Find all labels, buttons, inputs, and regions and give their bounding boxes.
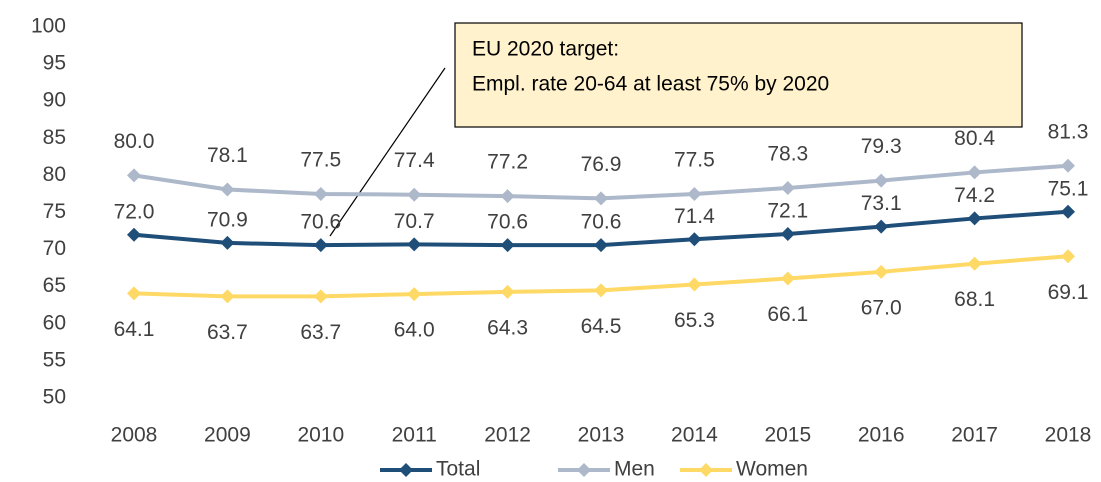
legend-marker: [399, 463, 413, 477]
x-tick-label: 2009: [204, 424, 251, 447]
x-tick-label: 2008: [111, 424, 158, 447]
data-point: [500, 238, 515, 253]
data-label: 64.1: [114, 318, 155, 341]
data-label: 77.5: [674, 148, 715, 171]
y-tick-label: 60: [43, 311, 66, 334]
data-point: [1061, 204, 1075, 219]
data-label: 70.6: [487, 211, 528, 234]
y-tick-label: 75: [43, 200, 66, 223]
data-point: [967, 211, 982, 226]
annotation-pointer: [329, 67, 446, 237]
legend-marker: [577, 463, 591, 477]
y-tick-label: 55: [43, 348, 66, 371]
data-label: 80.4: [954, 127, 995, 150]
data-label: 75.1: [1048, 177, 1089, 200]
legend-label: Women: [736, 458, 808, 481]
data-label: 67.0: [861, 296, 902, 319]
data-point: [407, 237, 422, 252]
data-label: 63.7: [300, 321, 341, 344]
data-point: [874, 219, 889, 234]
x-tick-label: 2018: [1045, 424, 1092, 447]
data-point: [127, 286, 141, 301]
legend-label: Men: [614, 458, 655, 481]
data-label: 70.6: [300, 211, 341, 234]
y-tick-label: 90: [43, 89, 66, 112]
legend-label: Total: [436, 458, 480, 481]
data-label: 72.1: [767, 200, 808, 223]
data-label: 80.0: [114, 130, 155, 153]
data-label: 69.1: [1048, 281, 1089, 304]
data-point: [313, 289, 328, 304]
data-label: 70.7: [394, 210, 435, 233]
data-point: [220, 235, 235, 250]
data-point: [407, 287, 422, 302]
data-label: 70.6: [581, 211, 622, 234]
legend-marker: [699, 463, 713, 477]
data-point: [780, 227, 795, 242]
data-label: 64.0: [394, 319, 435, 342]
data-label: 78.3: [767, 143, 808, 166]
data-label: 71.4: [674, 205, 715, 228]
data-point: [594, 283, 608, 298]
data-point: [500, 189, 515, 204]
data-point: [313, 238, 328, 253]
data-label: 76.9: [581, 153, 622, 176]
data-label: 77.2: [487, 151, 528, 174]
data-label: 63.7: [207, 321, 248, 344]
y-tick-label: 85: [43, 126, 66, 149]
data-point: [780, 181, 795, 196]
data-point: [687, 186, 702, 201]
y-tick-label: 95: [43, 52, 66, 75]
annotation: Empl. rate 20-64 at least 75% by 2020: [472, 73, 829, 96]
data-point: [127, 168, 141, 183]
y-tick-label: 100: [31, 15, 66, 38]
x-tick-label: 2015: [764, 424, 811, 447]
data-point: [1061, 158, 1075, 173]
data-point: [500, 284, 515, 299]
x-tick-label: 2014: [671, 424, 718, 447]
data-label: 77.4: [394, 149, 435, 172]
annotation-box: [454, 22, 1023, 128]
data-label: 66.1: [767, 303, 808, 326]
data-point: [220, 289, 235, 304]
data-point: [407, 187, 422, 202]
x-tick-label: 2017: [951, 424, 998, 447]
data-point: [1061, 249, 1075, 264]
data-label: 72.0: [114, 200, 155, 223]
x-tick-label: 2013: [578, 424, 625, 447]
data-point: [967, 256, 982, 271]
x-tick-label: 2016: [858, 424, 905, 447]
data-point: [780, 271, 795, 286]
y-tick-label: 65: [43, 274, 66, 297]
data-point: [967, 165, 982, 180]
data-point: [874, 173, 889, 188]
data-label: 81.3: [1048, 120, 1089, 143]
y-tick-label: 80: [43, 163, 66, 186]
data-label: 74.2: [954, 184, 995, 207]
x-tick-label: 2011: [392, 424, 437, 447]
x-tick-label: 2010: [297, 424, 344, 447]
y-tick-label: 50: [43, 386, 66, 409]
x-tick-label: 2012: [484, 424, 531, 447]
data-label: 64.3: [487, 316, 528, 339]
data-point: [687, 277, 702, 292]
data-point: [313, 186, 328, 201]
data-label: 79.3: [861, 135, 902, 158]
y-tick-label: 70: [43, 237, 66, 260]
data-label: 64.5: [581, 315, 622, 338]
data-label: 73.1: [861, 192, 902, 215]
data-point: [594, 191, 608, 206]
data-label: 70.9: [207, 208, 248, 231]
annotation: EU 2020 target:: [472, 38, 619, 61]
data-point: [687, 232, 702, 247]
data-point: [127, 227, 141, 242]
data-label: 78.1: [207, 144, 248, 167]
data-point: [874, 264, 889, 279]
data-label: 65.3: [674, 309, 715, 332]
data-point: [594, 238, 608, 253]
data-point: [220, 182, 235, 197]
data-label: 77.5: [300, 148, 341, 171]
data-label: 68.1: [954, 288, 995, 311]
